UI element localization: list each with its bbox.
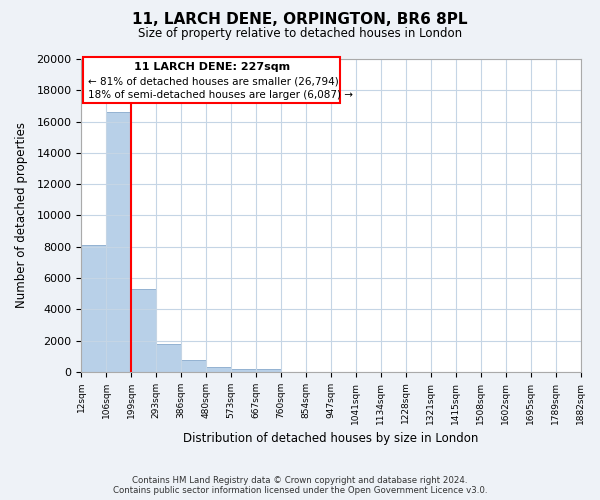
Bar: [256, 370, 281, 372]
Text: 11, LARCH DENE, ORPINGTON, BR6 8PL: 11, LARCH DENE, ORPINGTON, BR6 8PL: [132, 12, 468, 28]
X-axis label: Distribution of detached houses by size in London: Distribution of detached houses by size …: [183, 432, 479, 445]
Text: 18% of semi-detached houses are larger (6,087) →: 18% of semi-detached houses are larger (…: [88, 90, 353, 100]
Bar: [206, 367, 231, 372]
Bar: [106, 112, 131, 372]
Text: ← 81% of detached houses are smaller (26,794): ← 81% of detached houses are smaller (26…: [88, 76, 339, 86]
Text: Contains HM Land Registry data © Crown copyright and database right 2024.
Contai: Contains HM Land Registry data © Crown c…: [113, 476, 487, 495]
Bar: [81, 245, 106, 372]
Bar: [131, 289, 156, 372]
FancyBboxPatch shape: [83, 58, 340, 103]
Text: 11 LARCH DENE: 227sqm: 11 LARCH DENE: 227sqm: [134, 62, 290, 72]
Bar: [231, 368, 256, 372]
Bar: [156, 344, 181, 372]
Bar: [181, 360, 206, 372]
Y-axis label: Number of detached properties: Number of detached properties: [15, 122, 28, 308]
Text: Size of property relative to detached houses in London: Size of property relative to detached ho…: [138, 28, 462, 40]
